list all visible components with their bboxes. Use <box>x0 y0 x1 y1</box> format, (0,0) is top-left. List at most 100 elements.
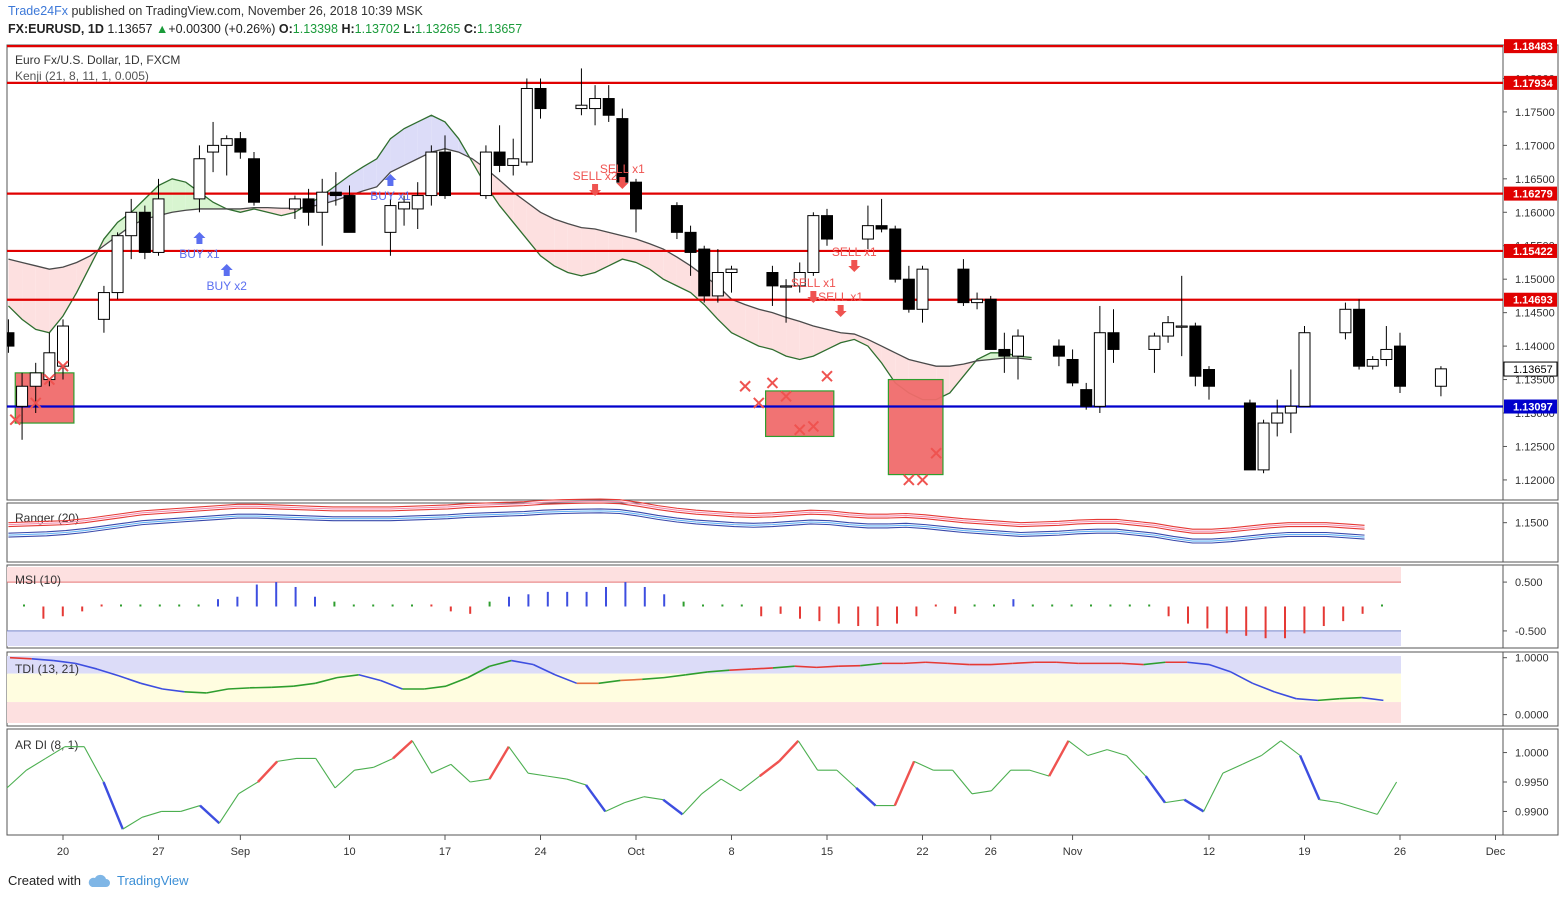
candle-down <box>329 191 342 197</box>
x-tick-label: 12 <box>1203 846 1215 858</box>
msi-y-tick: -0.500 <box>1515 626 1546 638</box>
kenji-band <box>172 178 186 213</box>
kenji-band <box>867 339 882 363</box>
exit-cross-icon <box>30 397 42 409</box>
candle-down <box>984 298 997 350</box>
ardi-y-tick: 0.9950 <box>1515 777 1549 789</box>
level-price-label: 1.18483 <box>1513 41 1553 53</box>
msi-lower-band <box>7 630 1401 646</box>
kenji-band <box>608 232 623 266</box>
publisher-name[interactable]: Trade24Fx <box>8 4 68 18</box>
tradingview-link[interactable]: TradingView <box>116 873 189 888</box>
ranger-line-lower <box>8 508 1365 540</box>
level-price-tag <box>1504 39 1557 54</box>
buy-signal-label: BUY x2 <box>206 279 247 293</box>
change: +0.00300 (+0.26%) <box>168 22 276 36</box>
ardi-line-segment <box>315 758 336 789</box>
ardi-line-segment <box>1144 775 1166 804</box>
ardi-title: AR DI (8, 1) <box>15 738 78 752</box>
sell-arrow-icon <box>589 184 602 196</box>
exit-cross-icon <box>794 424 806 436</box>
ardi-line-segment <box>141 810 162 818</box>
tdi-line-segment <box>96 668 120 677</box>
ardi-line-segment <box>1241 754 1262 765</box>
ardi-line-segment <box>643 796 664 801</box>
kenji-band <box>554 218 568 273</box>
ardi-line-segment <box>102 781 124 830</box>
y-tick-label: 1.15000 <box>1515 274 1555 286</box>
candle-up <box>1257 422 1270 471</box>
high-value: 1.13702 <box>354 22 400 36</box>
kenji-band <box>63 262 77 316</box>
ardi-line-segment <box>778 739 800 763</box>
tdi-line-segment <box>598 679 621 685</box>
exit-cross-icon <box>903 474 915 486</box>
ardi-line-segment <box>488 746 510 780</box>
tdi-line-segment <box>227 687 250 690</box>
x-tick-label: 22 <box>916 846 928 858</box>
kenji-band <box>663 249 677 286</box>
sell-arrow-icon <box>616 177 629 189</box>
tdi-line-segment <box>293 682 316 687</box>
tdi-line-segment <box>860 662 883 667</box>
y-tick-label: 1.17500 <box>1515 107 1555 119</box>
exit-cross-icon <box>43 373 56 386</box>
kenji-band <box>649 243 664 280</box>
tdi-line-segment <box>53 659 76 665</box>
msi-y-tick: 0.500 <box>1515 577 1543 589</box>
candle-down <box>7 332 15 347</box>
candle-down <box>957 268 970 304</box>
candle-up <box>288 198 301 210</box>
candle-up <box>711 272 724 297</box>
main-chart-title: Euro Fx/U.S. Dollar, 1D, FXCM <box>15 53 180 67</box>
tdi-lower-band <box>7 702 1401 723</box>
close-value: 1.13657 <box>477 22 523 36</box>
tdi-line-segment <box>751 667 774 670</box>
tdi-line-segment <box>554 674 578 685</box>
level-price-label: 1.13097 <box>1513 402 1553 414</box>
ardi-line-segment <box>1280 740 1301 756</box>
tdi-line-segment <box>1361 696 1384 702</box>
kenji-band <box>758 309 773 350</box>
sell-arrow-icon <box>848 260 861 272</box>
ardi-line-segment <box>990 769 1012 792</box>
tdi-line-segment <box>9 656 32 660</box>
kenji-band <box>417 115 432 159</box>
x-tick-label: 19 <box>1298 846 1310 858</box>
tdi-line-segment <box>663 673 686 679</box>
candle-up <box>793 272 806 287</box>
kenji-band <box>103 222 118 246</box>
candle-down <box>1203 369 1215 387</box>
candle-down <box>1107 332 1120 350</box>
tdi-line-segment <box>1274 691 1297 700</box>
candle-down <box>1080 389 1093 407</box>
sell-arrow-icon <box>807 291 820 303</box>
candle-up <box>1298 332 1311 407</box>
ardi-line-segment <box>1376 781 1398 815</box>
kenji-band <box>786 317 800 360</box>
tdi-line-segment <box>1012 661 1035 665</box>
candle-up <box>1162 322 1175 337</box>
y-tick-label: 1.14500 <box>1515 308 1555 320</box>
tdi-line-segment <box>685 671 708 676</box>
ardi-line-segment <box>720 778 741 792</box>
candle-up <box>398 201 411 210</box>
candle-up <box>1175 325 1188 328</box>
tdi-line-segment <box>75 662 98 670</box>
candle-up <box>1093 332 1106 407</box>
kenji-band <box>676 257 691 293</box>
ardi-line-segment <box>450 763 471 783</box>
candle-up <box>125 211 138 237</box>
tdi-line-segment <box>990 662 1013 666</box>
ardi-line-segment <box>257 760 279 783</box>
tdi-line-segment <box>184 691 207 694</box>
buy-arrow-icon <box>193 232 206 244</box>
level-price-tag <box>1504 243 1557 258</box>
tdi-title: TDI (13, 21) <box>15 662 79 676</box>
ardi-line-segment <box>797 740 819 771</box>
candle-up <box>916 268 929 310</box>
buy-signal-label: BUY x1 <box>370 189 411 203</box>
ardi-line-segment <box>740 775 761 792</box>
